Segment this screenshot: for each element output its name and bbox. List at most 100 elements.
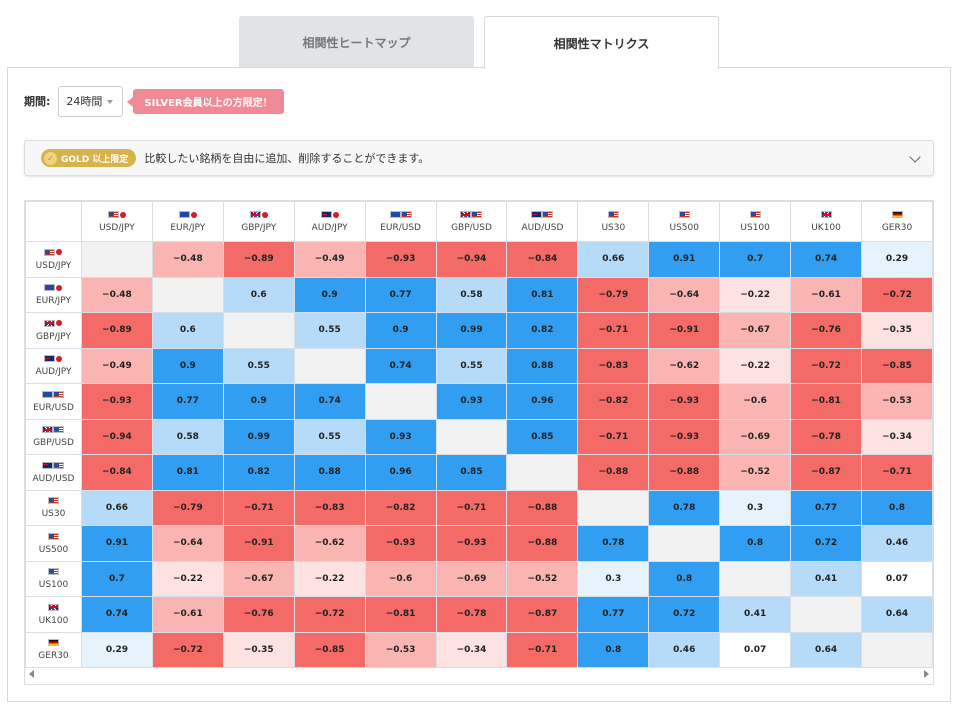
correlation-cell: −0.85 (861, 347, 933, 384)
gold-badge: ✓ GOLD 以上限定 (41, 149, 137, 167)
correlation-cell: −0.88 (506, 525, 579, 562)
correlation-cell: −0.91 (648, 312, 721, 349)
flag-icons (153, 209, 223, 220)
column-header-label: GBP/USD (451, 223, 492, 233)
correlation-cell: −0.93 (364, 241, 437, 278)
flag-gb-icon (460, 211, 472, 218)
correlation-cell: 0.77 (790, 489, 862, 526)
row-header: AUD/USD (25, 454, 82, 491)
flag-us-icon (47, 532, 59, 540)
row-header: EUR/USD (25, 383, 82, 420)
correlation-cell: 0.64 (861, 596, 933, 633)
flag-icons (366, 209, 436, 220)
matrix-row: US100 0.7 −0.22 −0.67 −0.22 −0.6 −0.69 −0.52 0.3… (25, 560, 933, 597)
correlation-cell: 0.77 (151, 383, 224, 420)
correlation-cell: 0.91 (648, 241, 721, 278)
correlation-cell: 0.8 (719, 525, 792, 562)
correlation-cell: −0.34 (435, 631, 508, 668)
flag-icons (26, 495, 81, 506)
correlation-cell: 0.29 (861, 241, 933, 278)
correlation-cell: −0.62 (293, 525, 366, 562)
flag-icons (26, 282, 81, 293)
matrix-row: GBP/USD −0.94 0.58 0.99 0.55 0.93 0.85 −0.71 −0.… (25, 418, 933, 455)
row-header-label: EUR/USD (33, 402, 74, 413)
correlation-cell: 0.7 (719, 241, 792, 278)
row-header: US100 (25, 560, 82, 597)
tab-bar: 相関性ヒートマップ 相関性マトリクス (0, 0, 962, 69)
correlation-cell: −0.78 (435, 596, 508, 633)
gold-feature-bar[interactable]: ✓ GOLD 以上限定 比較したい銘柄を自由に追加、削除することができます。 (24, 140, 934, 176)
flag-icons (26, 602, 81, 613)
tab-matrix[interactable]: 相関性マトリクス (484, 16, 719, 69)
column-header-label: EUR/JPY (170, 223, 206, 233)
correlation-cell: −0.52 (719, 454, 792, 491)
correlation-cell: −0.71 (577, 418, 650, 455)
correlation-cell: −0.61 (790, 276, 862, 313)
matrix-table: USD/JPY EUR/JPY GBP/JPY AUD/JPY EUR/USD GBP/U… (25, 201, 933, 668)
flag-de-icon (47, 639, 59, 647)
correlation-cell: 0.82 (222, 454, 295, 491)
correlation-cell: 0.78 (577, 525, 650, 562)
flag-gb-icon (42, 426, 54, 434)
correlation-cell: 0.07 (719, 631, 792, 668)
flag-icons (578, 209, 648, 220)
period-label: 期間: (24, 95, 51, 108)
correlation-cell: 0.78 (648, 489, 721, 526)
gold-badge-label: GOLD 以上限定 (61, 154, 129, 165)
flag-icons (26, 389, 81, 400)
correlation-cell: 0.9 (151, 347, 224, 384)
flag-icons (26, 566, 81, 577)
flag-us-icon (471, 211, 483, 218)
correlation-cell: −0.89 (222, 241, 295, 278)
chevron-down-icon[interactable] (909, 151, 921, 163)
correlation-cell: −0.69 (435, 560, 508, 597)
flag-de-icon (891, 211, 903, 218)
correlation-cell: −0.79 (577, 276, 650, 313)
period-select[interactable]: 24時間 (58, 85, 124, 117)
correlation-cell: −0.22 (293, 560, 366, 597)
matrix-row: US500 0.91 −0.64 −0.91 −0.62 −0.93 −0.93 −0.88 0… (25, 525, 933, 562)
column-header: EUR/USD (364, 201, 437, 242)
correlation-cell: −0.78 (790, 418, 862, 455)
flag-icons (862, 209, 932, 220)
row-header-label: GER30 (38, 651, 69, 662)
flag-us-icon (400, 211, 412, 218)
flag-icons (720, 209, 790, 220)
tab-heatmap[interactable]: 相関性ヒートマップ (239, 16, 474, 68)
correlation-cell: −0.71 (222, 489, 295, 526)
correlation-cell: 0.55 (222, 347, 295, 384)
correlation-cell: 0.46 (648, 631, 721, 668)
correlation-cell: −0.53 (364, 631, 437, 668)
correlation-cell: −0.93 (435, 525, 508, 562)
correlation-cell: −0.76 (222, 596, 295, 633)
correlation-cell: 0.66 (80, 489, 153, 526)
flag-icons (437, 209, 507, 220)
flag-eu-icon (42, 390, 54, 398)
row-header-label: AUD/USD (32, 473, 75, 484)
row-header-label: US100 (38, 580, 69, 591)
correlation-cell: 0.55 (293, 312, 366, 349)
flag-au-icon (320, 211, 332, 218)
column-header: US100 (719, 201, 792, 242)
column-header: US500 (648, 201, 721, 242)
correlation-cell: 0.77 (577, 596, 650, 633)
scroll-left-icon[interactable] (29, 670, 34, 678)
correlation-cell: −0.94 (435, 241, 508, 278)
column-header-label: AUD/JPY (311, 223, 348, 233)
matrix-row: GBP/JPY −0.89 0.6 0.55 0.9 0.99 0.82 −0.71 −0.91… (25, 312, 933, 349)
correlation-cell: −0.71 (435, 489, 508, 526)
matrix-row: GER30 0.29 −0.72 −0.35 −0.85 −0.53 −0.34 −0.71 0… (25, 631, 933, 668)
correlation-cell: −0.6 (719, 383, 792, 420)
flag-icons (26, 460, 81, 471)
flag-jp-icon (56, 284, 63, 291)
matrix-corner (25, 201, 82, 242)
flag-eu-icon (389, 211, 401, 218)
scroll-right-icon[interactable] (924, 670, 929, 678)
correlation-cell: −0.88 (577, 454, 650, 491)
correlation-cell: −0.6 (364, 560, 437, 597)
row-header-label: GBP/USD (33, 438, 74, 449)
gold-description: 比較したい銘柄を自由に追加、削除することができます。 (144, 152, 430, 165)
column-header-label: GER30 (881, 223, 913, 233)
matrix-panel: 期間: 24時間 SILVER会員以上の方限定！ ✓ GOLD 以上限定 比較し… (7, 67, 951, 702)
correlation-cell: 0.88 (293, 454, 366, 491)
